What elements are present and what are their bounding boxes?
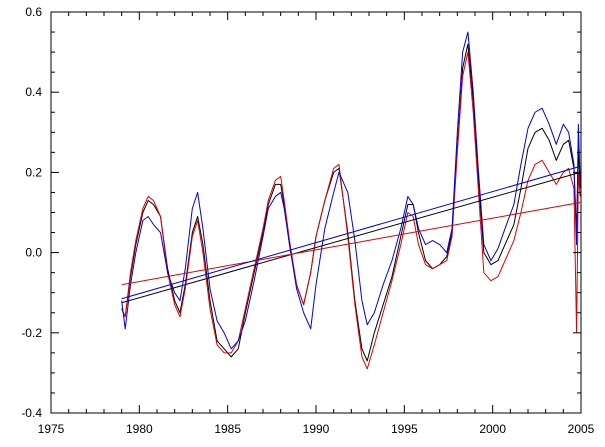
x-tick-label: 1990 — [303, 422, 330, 436]
axes-layer: 1975 1980 1985 1990 1995 2000 2005 -0.4 -0.2 0.0 0… — [21, 5, 594, 436]
series-layer — [121, 31, 581, 370]
red-trend-line — [121, 201, 581, 286]
trend-layer — [121, 165, 581, 304]
x-tick-label: 1980 — [126, 422, 153, 436]
blue-trend-line — [121, 165, 581, 300]
y-tick-label: 0.0 — [25, 246, 42, 260]
y-tick-label: 0.4 — [25, 85, 42, 99]
x-tick-label: 2005 — [568, 422, 595, 436]
series-line-red — [121, 51, 581, 370]
x-tick-label: 2000 — [479, 422, 506, 436]
y-tick-label: 0.2 — [25, 165, 42, 179]
series-line-black — [121, 43, 581, 362]
x-tick-label: 1995 — [391, 422, 418, 436]
y-tick-label: -0.4 — [21, 406, 42, 420]
black-trend-line — [121, 171, 581, 304]
x-tick-label: 1985 — [214, 422, 241, 436]
plot-frame — [50, 11, 582, 414]
y-tick-label: -0.2 — [21, 326, 42, 340]
series-line-blue — [121, 31, 581, 350]
x-tick-label: 1975 — [38, 422, 65, 436]
y-tick-label: 0.6 — [25, 5, 42, 19]
